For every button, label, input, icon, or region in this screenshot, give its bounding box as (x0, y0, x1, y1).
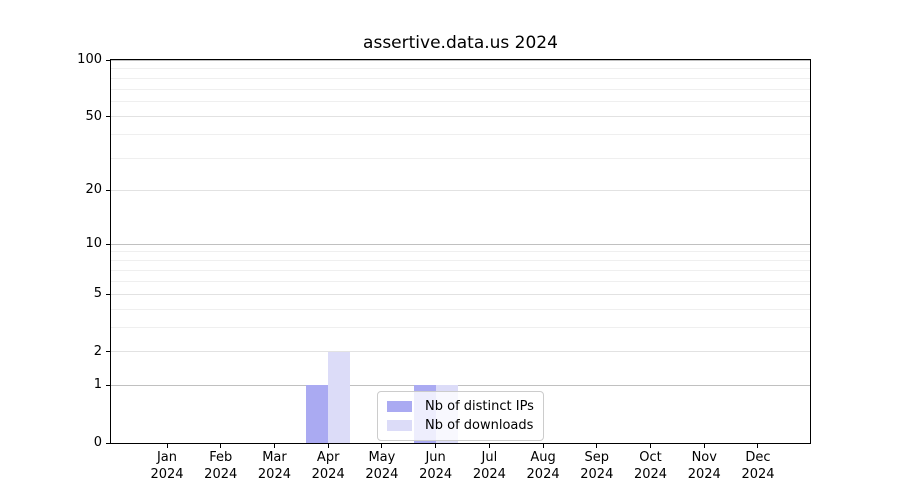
bar-downloads-apr (328, 351, 351, 443)
x-tick-label: Jul 2024 (472, 450, 506, 482)
x-tick-mark (703, 444, 705, 448)
y-tick-mark (106, 243, 110, 245)
gridline (111, 384, 810, 386)
gridline (111, 281, 810, 282)
legend-label-downloads: Nb of downloads (425, 418, 534, 433)
x-tick-label: Sep 2024 (580, 450, 614, 482)
gridline (111, 308, 810, 310)
y-tick-mark (106, 442, 110, 444)
x-tick-label: Apr 2024 (311, 450, 345, 482)
y-tick-label: 100 (77, 52, 102, 67)
gridline (111, 260, 810, 262)
x-tick-mark (220, 444, 222, 448)
y-tick-mark (106, 351, 110, 353)
x-tick-label: Nov 2024 (687, 450, 721, 482)
y-tick-label: 2 (93, 343, 102, 359)
gridline (111, 327, 810, 329)
x-tick-mark (757, 444, 759, 448)
x-tick-label: Jan 2024 (150, 450, 184, 482)
legend-swatch-downloads (387, 420, 412, 431)
y-tick-label: 0 (93, 435, 102, 450)
legend: Nb of distinct IPs Nb of downloads (377, 391, 544, 441)
gridline (111, 77, 810, 79)
y-tick-label: 10 (85, 236, 102, 251)
x-tick-label: Aug 2024 (526, 450, 560, 482)
x-tick-mark (327, 444, 329, 448)
x-tick-label: Dec 2024 (741, 450, 775, 482)
x-tick-mark (596, 444, 598, 448)
legend-label-distinct-ips: Nb of distinct IPs (425, 399, 534, 414)
gridline (111, 59, 810, 61)
y-tick-label: 5 (93, 286, 102, 302)
x-tick-mark (435, 444, 437, 448)
x-tick-mark (273, 444, 275, 448)
gridline (111, 134, 810, 136)
y-tick-label: 1 (93, 377, 102, 393)
y-tick-mark (106, 59, 110, 61)
y-tick-mark (106, 189, 110, 191)
legend-item: Nb of downloads (387, 416, 534, 435)
chart-title: assertive.data.us 2024 (363, 33, 558, 53)
x-tick-label: May 2024 (365, 450, 399, 482)
gridline (111, 88, 810, 90)
x-tick-label: Mar 2024 (257, 450, 291, 482)
legend-item: Nb of distinct IPs (387, 397, 534, 416)
x-tick-mark (166, 444, 168, 448)
y-tick-mark (106, 293, 110, 295)
gridline (111, 269, 810, 271)
y-tick-mark (106, 384, 110, 386)
gridline (111, 116, 810, 118)
legend-swatch-distinct-ips (387, 401, 412, 412)
gridline (111, 157, 810, 159)
y-tick-label: 50 (85, 108, 102, 124)
gridline (111, 251, 810, 253)
gridline (111, 68, 810, 70)
gridline (111, 101, 810, 103)
bar-distinct-ips-apr (306, 385, 329, 443)
x-tick-label: Jun 2024 (419, 450, 453, 482)
y-tick-mark (106, 116, 110, 118)
x-tick-mark (650, 444, 652, 448)
gridline (111, 293, 810, 295)
x-tick-label: Feb 2024 (204, 450, 238, 482)
y-tick-label: 20 (85, 182, 102, 198)
gridline (111, 189, 810, 191)
x-tick-label: Oct 2024 (633, 450, 668, 482)
plot-area: Nb of distinct IPs Nb of downloads (110, 59, 811, 444)
gridline (111, 243, 810, 245)
x-tick-mark (542, 444, 544, 448)
gridline (111, 351, 810, 353)
x-tick-mark (488, 444, 490, 448)
x-tick-mark (381, 444, 383, 448)
